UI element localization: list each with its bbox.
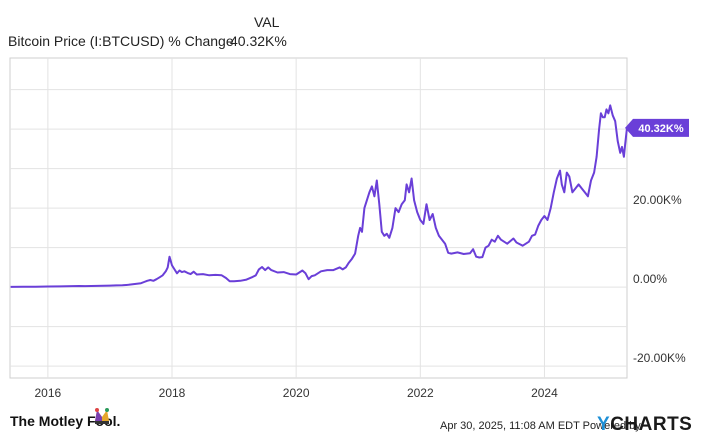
timestamp-note: Apr 30, 2025, 11:08 AM EDT Powered by	[440, 420, 641, 432]
series-value: 40.32K%	[230, 33, 287, 49]
plot-area	[9, 57, 628, 379]
value-column-header: VAL	[254, 14, 280, 30]
footer: The Motley Fool. Apr 30, 2025, 11:08 AM …	[0, 406, 720, 441]
chart-legend-header: VAL Bitcoin Price (I:BTCUSD) % Change 40…	[0, 0, 720, 56]
x-tick-label: 2022	[407, 386, 434, 400]
x-tick-label: 2018	[159, 386, 186, 400]
series-line	[10, 104, 628, 288]
y-tick-label: 20.00K%	[633, 193, 682, 207]
end-value-tag: 40.32K%	[625, 118, 689, 137]
y-tick-label: -20.00K%	[633, 351, 686, 365]
jester-hat-icon	[95, 408, 109, 424]
ycharts-logo: YCHARTS	[597, 414, 693, 435]
x-tick-label: 2016	[35, 386, 62, 400]
x-tick-label: 2020	[283, 386, 310, 400]
motley-fool-logo-text: The Motley Fool.	[10, 413, 121, 429]
x-tick-label: 2024	[531, 386, 558, 400]
y-tick-label: 0.00%	[633, 272, 667, 286]
series-name: Bitcoin Price (I:BTCUSD) % Change	[8, 33, 234, 49]
end-value-tag-shape	[625, 118, 689, 137]
line-chart: 2016 2018 2020 2022 2024 20.00K% 0.00% -20.00K%…	[9, 57, 689, 400]
end-value-label: 40.32K%	[638, 123, 683, 135]
